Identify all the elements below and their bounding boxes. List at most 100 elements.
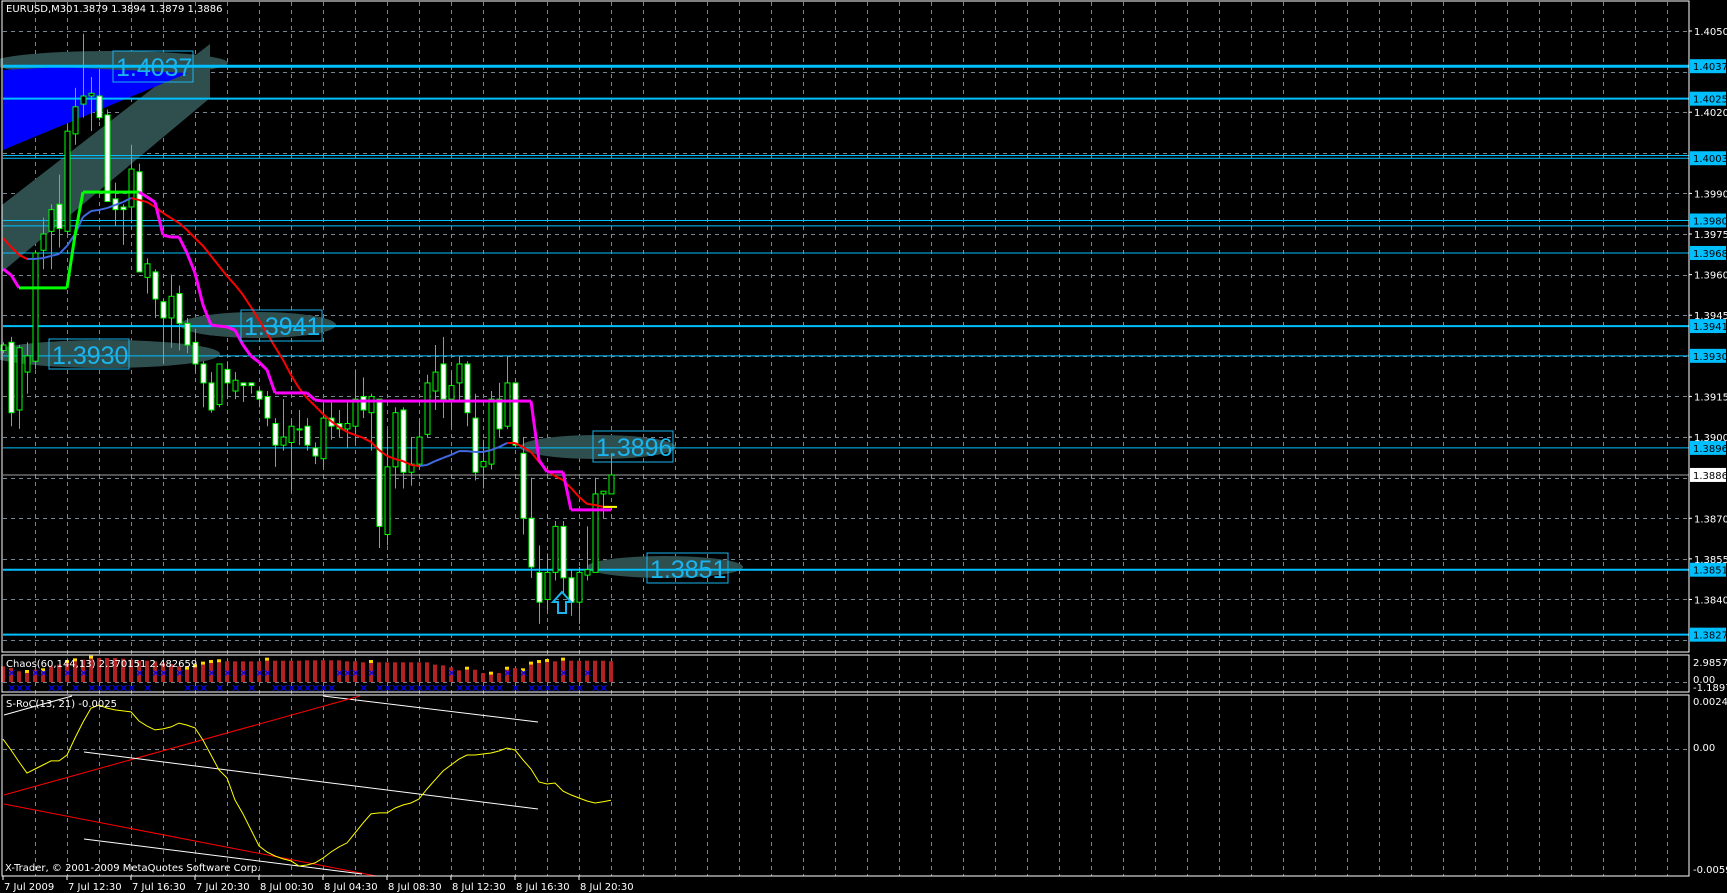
chaos-bar xyxy=(561,660,565,682)
moving-average-segment xyxy=(530,451,540,463)
step-line-segment xyxy=(250,354,260,364)
moving-average-segment xyxy=(378,449,388,457)
chaos-signal-icon: ✕ xyxy=(111,682,120,695)
zone-1.3896 xyxy=(520,435,676,459)
chart-label-1.3851[interactable]: 1.3851 xyxy=(646,552,729,584)
chart-label-text: 1.4037 xyxy=(116,54,192,82)
time-axis-label: 8 Jul 16:30 xyxy=(516,882,570,893)
moving-average-segment xyxy=(370,441,380,451)
trendline[interactable] xyxy=(83,838,363,875)
candle-body xyxy=(480,460,487,468)
candle-body xyxy=(240,382,247,387)
level-price-tag-text: 1.4037 xyxy=(1693,62,1727,73)
candle-body xyxy=(496,398,503,430)
candle-body xyxy=(216,363,223,406)
chaos-signal-icon: ✕ xyxy=(591,682,600,695)
candle-body xyxy=(56,203,63,230)
chaos-bar xyxy=(393,662,397,682)
chaos-signal-icon: ✕ xyxy=(215,682,224,695)
level-price-tag xyxy=(1690,319,1726,334)
chaos-signal-icon: ✕ xyxy=(15,682,24,695)
trendline[interactable] xyxy=(83,751,539,810)
chaos-signal-icon: ✕ xyxy=(247,682,256,695)
moving-average-segment xyxy=(594,504,604,508)
chaos-bar xyxy=(217,662,221,682)
chaos-axis-max: 2.98577 xyxy=(1693,658,1727,669)
chaos-signal-icon: ✕ xyxy=(223,667,232,680)
chaos-signal-icon: ✕ xyxy=(39,667,48,680)
up-arrow-icon[interactable] xyxy=(550,590,574,614)
level-price-tag xyxy=(1690,440,1726,455)
candle-body xyxy=(168,295,175,319)
chaos-bar xyxy=(97,657,101,682)
candle-body xyxy=(544,571,551,600)
chaos-signal-icon: ✕ xyxy=(511,682,520,695)
trendline[interactable] xyxy=(3,695,361,796)
chaos-bar xyxy=(9,668,13,682)
time-axis: 7 Jul 2009 7 Jul 12:30 7 Jul 16:30 7 Jul 20… xyxy=(2,876,634,893)
chaos-signal-icon: ✕ xyxy=(143,682,152,695)
candle-body xyxy=(8,341,15,414)
chaos-bar xyxy=(585,660,589,682)
price-axis[interactable]: 1.40371.40251.40031.39801.39681.39411.39… xyxy=(1689,27,1727,642)
candle-body xyxy=(136,171,143,273)
step-line-segment xyxy=(162,233,172,239)
moving-average-segment xyxy=(578,496,588,505)
chaos-signal-icon: ✕ xyxy=(311,682,320,695)
candle-body xyxy=(568,577,575,603)
chaos-signal-icon: ✕ xyxy=(559,667,568,680)
candle-body xyxy=(488,398,495,465)
step-line-segment xyxy=(9,274,21,289)
moving-average-segment xyxy=(106,204,116,209)
candle-body xyxy=(352,398,359,427)
chaos-bar xyxy=(401,662,405,682)
chart-label-1.4037[interactable]: 1.4037 xyxy=(112,50,194,83)
moving-average-segment xyxy=(194,237,204,247)
sroc-axis-zero: 0.00 xyxy=(1693,743,1715,754)
level-lines[interactable] xyxy=(3,64,1689,636)
candles xyxy=(0,33,615,624)
chaos-bar xyxy=(409,662,413,682)
candle-body xyxy=(64,130,71,232)
chart-label-1.3896[interactable]: 1.3896 xyxy=(592,430,674,463)
chart-label-1.3941[interactable]: 1.3941 xyxy=(240,309,323,342)
chaos-bar xyxy=(41,671,45,682)
chart-label-text: 1.3941 xyxy=(244,313,320,341)
candle-body xyxy=(224,368,231,384)
time-axis-label: 8 Jul 04:30 xyxy=(324,882,378,893)
trendline[interactable] xyxy=(322,695,539,723)
price-indicators xyxy=(2,190,617,512)
moving-average-segment xyxy=(146,201,156,208)
copyright-text: X-Trader, © 2001-2009 MetaQuotes Softwar… xyxy=(5,863,260,874)
chaos-bar xyxy=(305,660,309,682)
chaos-bar xyxy=(457,670,461,682)
chart-label-1.3930[interactable]: 1.3930 xyxy=(48,338,130,370)
chaos-signal-icon: ✕ xyxy=(527,682,536,695)
chaos-signal-icon: ✕ xyxy=(423,682,432,695)
candle-body xyxy=(424,382,431,435)
main-panel-border xyxy=(1,0,1690,653)
chart-labels[interactable]: 1.4037 1.3930 1.3941 1.3896 1.3851 xyxy=(48,50,729,584)
moving-average-segment xyxy=(362,436,372,443)
chaos-bar xyxy=(505,669,509,682)
moving-average-segment xyxy=(82,210,92,218)
chaos-panel-border xyxy=(1,654,1690,693)
chaos-signal-icon: ✕ xyxy=(535,682,544,695)
price-axis-label: 1.3990 xyxy=(1694,189,1727,200)
zone-1.3851 xyxy=(587,556,743,578)
candle-body xyxy=(0,344,7,351)
chaos-bar xyxy=(313,660,317,682)
chaos-signal-icon: ✕ xyxy=(575,682,584,695)
chaos-mark xyxy=(529,661,533,665)
trendline[interactable] xyxy=(3,803,377,877)
candle-body xyxy=(440,363,447,400)
chaos-signal-icon: ✕ xyxy=(135,667,144,680)
trendline[interactable] xyxy=(3,695,73,716)
candle-body xyxy=(48,209,55,232)
chaos-bar xyxy=(233,661,237,682)
chaos-bar xyxy=(281,660,285,682)
candle-body xyxy=(472,417,479,473)
step-line-segment xyxy=(257,360,269,371)
step-line-segment xyxy=(306,391,316,402)
